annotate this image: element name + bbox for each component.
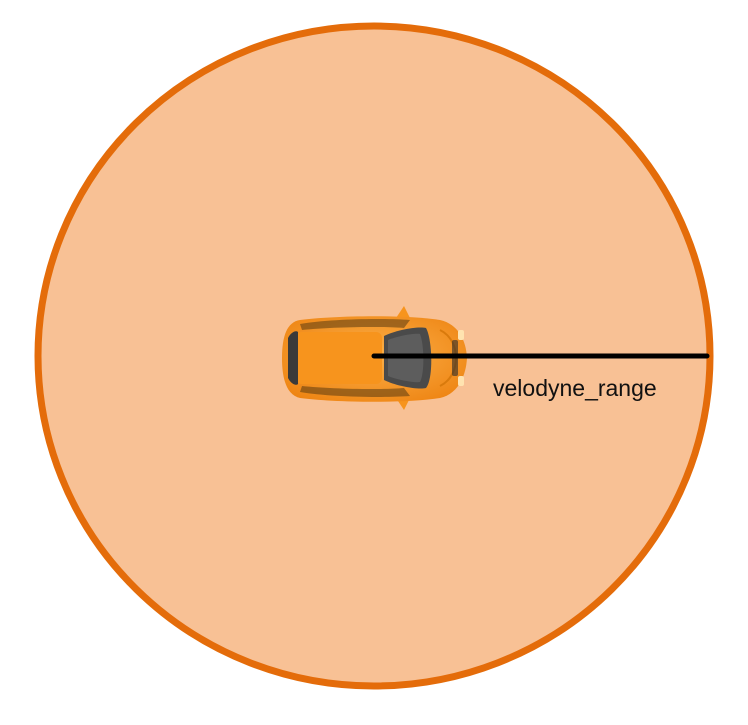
car-rear-window (288, 331, 298, 385)
car-headlight-left (458, 330, 464, 340)
range-label: velodyne_range (493, 375, 657, 401)
car-side-shade-bottom (300, 386, 410, 397)
car-headlight-right (458, 376, 464, 386)
car-side-shade-top (300, 319, 410, 330)
car-top-view-icon (282, 306, 467, 410)
car-roof (296, 332, 382, 384)
car-mirror-top (396, 306, 410, 318)
